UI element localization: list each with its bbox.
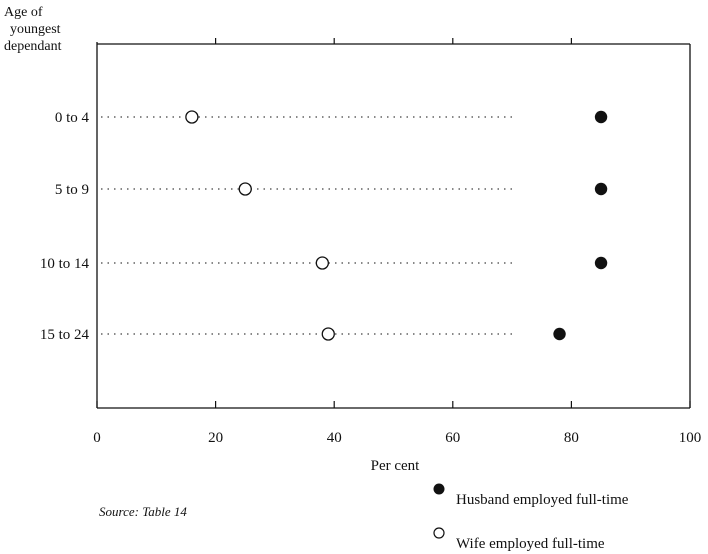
plot-frame (96, 42, 691, 409)
x-tick-label: 60 (445, 430, 460, 446)
x-tick-label: 0 (93, 430, 101, 446)
source-note: Source: Table 14 (99, 504, 187, 519)
y-axis-title-line-2: youngest (10, 22, 61, 37)
point-wife-employed (238, 182, 252, 196)
legend: Husband employed full-time Wife employed… (433, 483, 629, 552)
point-husband-employed (594, 256, 608, 270)
point-husband-employed (594, 110, 608, 124)
y-axis-title-line-3: dependant (4, 39, 62, 54)
point-wife-employed (185, 110, 199, 124)
category-label: 0 to 4 (55, 110, 90, 126)
point-wife-employed (315, 256, 329, 270)
x-tick-label: 40 (327, 430, 342, 446)
x-axis-title: Per cent (371, 458, 421, 474)
category-label: 5 to 9 (55, 182, 89, 198)
data-points (185, 110, 608, 341)
y-axis-title-line-1: Age of (4, 5, 43, 20)
x-tick-label: 20 (208, 430, 223, 446)
category-label: 10 to 14 (40, 256, 90, 272)
legend-marker-wife (433, 527, 445, 539)
point-wife-employed (321, 327, 335, 341)
category-label: 15 to 24 (40, 327, 90, 343)
point-husband-employed (553, 327, 566, 341)
x-axis-ticks (96, 38, 691, 408)
x-tick-label: 80 (564, 430, 579, 446)
x-tick-label: 100 (679, 430, 702, 446)
category-rows: 0 to 4 5 to 9 10 to 14 15 to 24 (40, 110, 513, 343)
point-husband-employed (594, 182, 608, 196)
legend-marker-husband (433, 483, 445, 495)
x-axis-tick-labels: 0 20 40 60 80 100 (93, 430, 701, 446)
legend-label-wife: Wife employed full-time (456, 536, 605, 552)
legend-label-husband: Husband employed full-time (456, 492, 629, 508)
